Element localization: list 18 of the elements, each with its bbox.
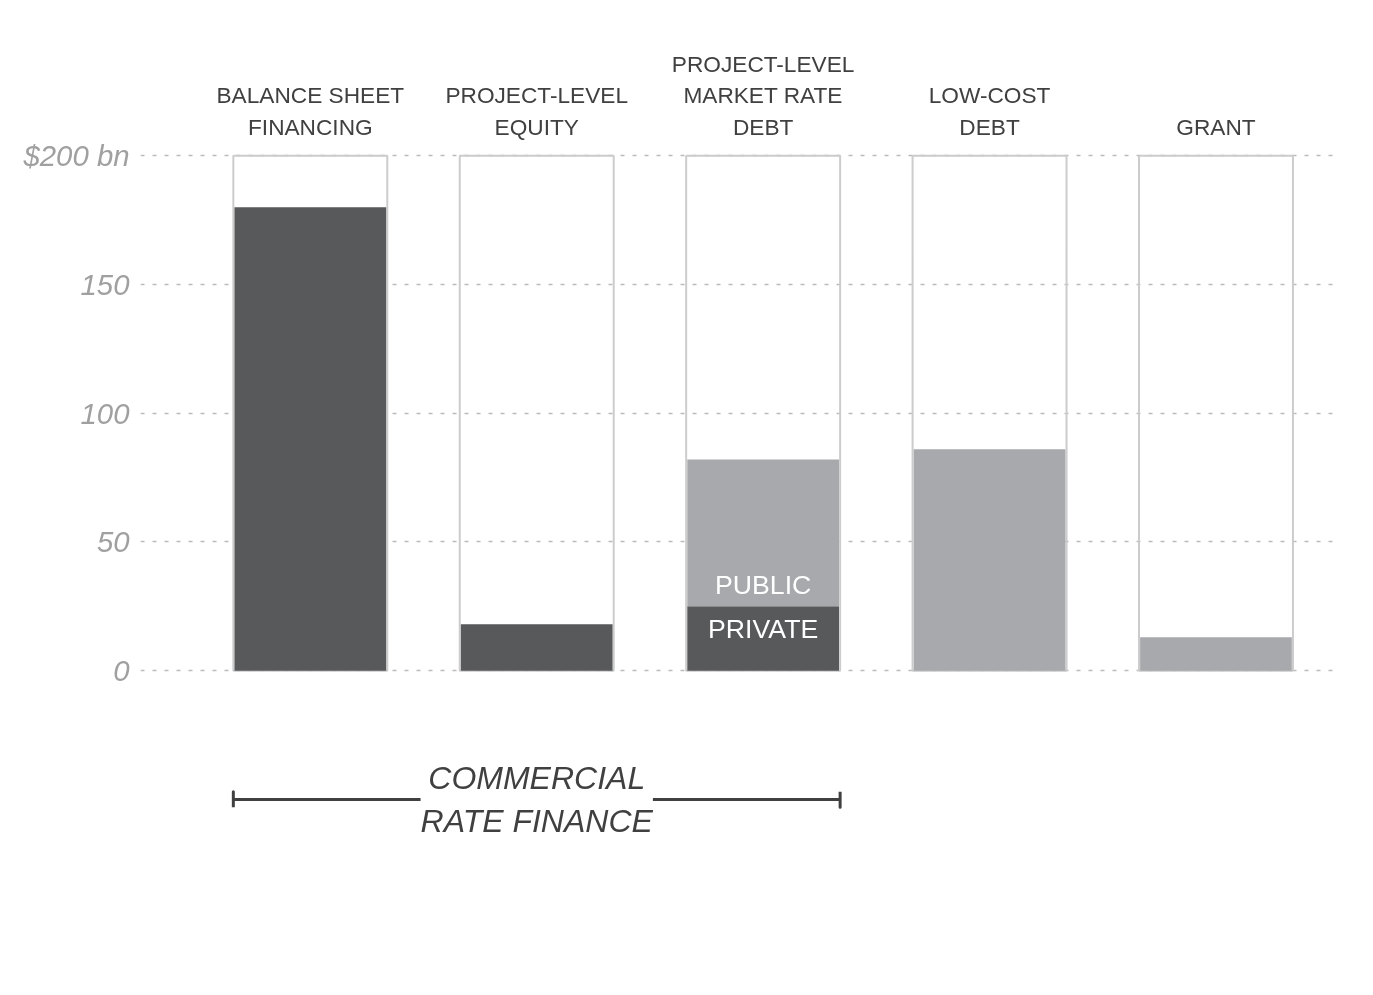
y-tick-label: 0 xyxy=(113,654,131,688)
x-tick-label: GRANT xyxy=(1176,113,1256,140)
x-tick-label: PROJECT-LEVEL MARKET RATE DEBT xyxy=(671,51,855,140)
series-label: PRIVATE xyxy=(708,614,819,645)
bar xyxy=(1140,637,1292,671)
text: COMMERCIAL RATE FINANCE xyxy=(420,759,654,840)
y-tick-label: $200 bn xyxy=(22,139,130,173)
bar xyxy=(687,459,839,607)
y-tick-label: 100 xyxy=(80,396,131,430)
y-tick-label: 150 xyxy=(80,267,131,301)
bar xyxy=(460,624,613,671)
bar xyxy=(687,606,839,671)
bar xyxy=(913,449,1066,671)
x-tick-label: PROJECT-LEVEL EQUITY xyxy=(445,82,629,140)
x-tick-label: LOW-COST DEBT xyxy=(928,82,1051,140)
y-tick-label: 50 xyxy=(96,525,131,559)
x-tick-label: BALANCE SHEET FINANCING xyxy=(216,82,405,140)
series-label: PUBLIC xyxy=(715,570,812,601)
